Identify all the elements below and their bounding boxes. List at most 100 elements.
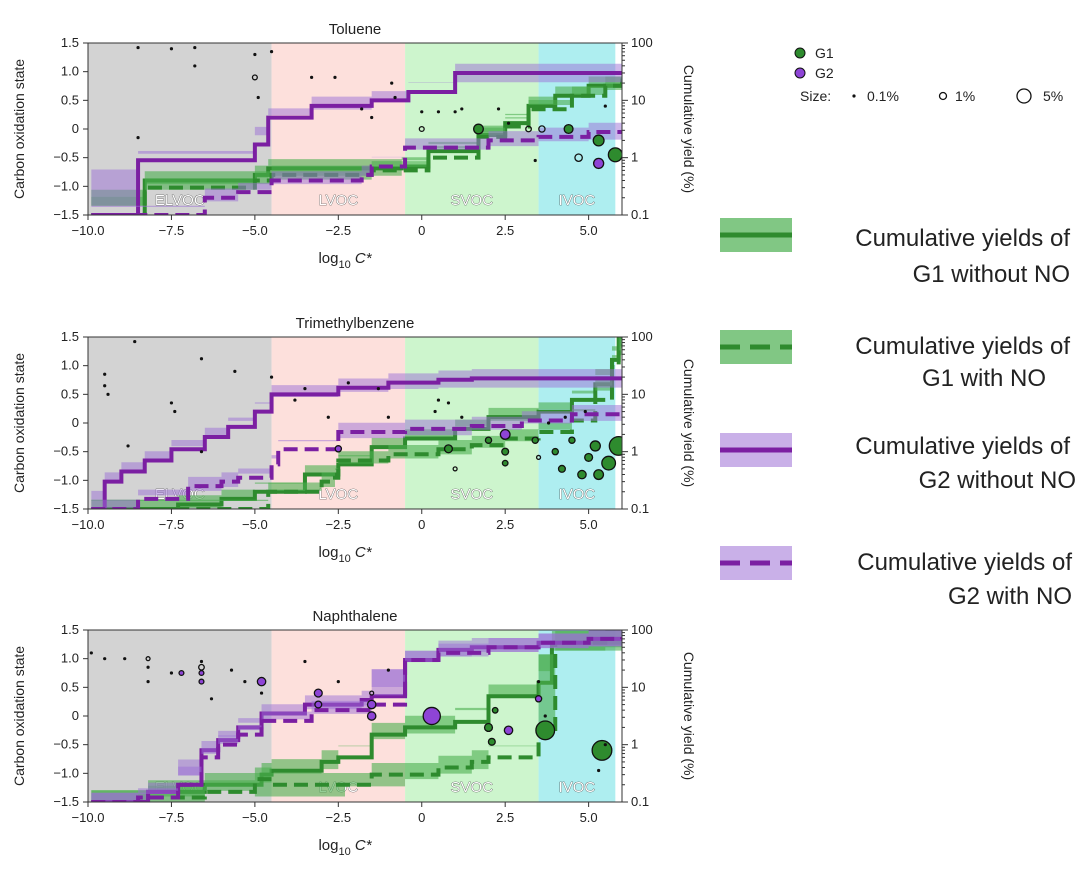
legend-text-g1-without-no-2: G1 without NO	[913, 261, 1070, 288]
data-point	[433, 409, 437, 414]
data-point	[452, 466, 458, 472]
data-point	[538, 125, 546, 133]
data-point	[303, 659, 307, 664]
region-label-lvoc: LVOC	[318, 486, 358, 503]
y2-tick-label: 1	[631, 737, 638, 752]
data-point	[314, 700, 323, 709]
y-tick-label: 0	[72, 121, 79, 136]
x-tick-label: −2.5	[325, 810, 351, 825]
data-point	[551, 447, 560, 456]
legend-g1-label: G1	[815, 45, 834, 61]
data-point	[453, 110, 457, 114]
data-point	[443, 444, 454, 454]
region-lvoc	[271, 43, 406, 215]
data-point	[483, 722, 494, 733]
data-point	[243, 680, 247, 684]
region-label-ivoc: IVOC	[559, 192, 596, 209]
data-point	[146, 680, 150, 684]
band-g2-without-no	[91, 369, 622, 509]
y-tick-label: −1.5	[53, 794, 79, 809]
data-point	[169, 671, 174, 675]
x-tick-label: −7.5	[159, 223, 185, 238]
data-point	[145, 656, 151, 662]
x-axis-label-sub: 10	[338, 259, 350, 271]
y-tick-label: −0.5	[53, 150, 79, 165]
y-tick-label: 1.0	[61, 64, 79, 79]
region-label-ivoc: IVOC	[559, 779, 596, 796]
data-point	[436, 398, 441, 402]
x-axis-label-sub: 10	[338, 846, 350, 858]
data-point	[89, 651, 93, 655]
data-point	[536, 680, 541, 684]
y2-tick-label: 0.1	[631, 794, 649, 809]
data-point	[199, 659, 204, 664]
data-point	[199, 450, 204, 454]
x-axis-label-sub: 10	[338, 553, 350, 565]
data-point	[313, 688, 323, 698]
y2-tick-label: 10	[631, 679, 645, 694]
x-tick-label: 0	[418, 517, 425, 532]
data-point	[393, 95, 397, 100]
data-point	[592, 134, 605, 147]
data-point	[386, 415, 390, 419]
data-point	[333, 75, 337, 79]
data-point	[259, 691, 264, 695]
data-point	[592, 157, 605, 170]
data-point	[496, 107, 501, 111]
data-point	[133, 339, 137, 344]
legend-text-g1-with-no-2: G1 with NO	[922, 365, 1046, 392]
data-point	[584, 452, 594, 462]
legend-g1-marker	[794, 47, 806, 59]
y-tick-label: −1.0	[53, 178, 79, 193]
x-tick-label: −7.5	[159, 517, 185, 532]
data-point	[303, 387, 307, 391]
data-point	[269, 375, 274, 379]
data-point	[593, 469, 605, 481]
y-tick-label: 1.5	[61, 329, 79, 344]
data-point	[583, 409, 587, 414]
y-tick-label: 0	[72, 415, 79, 430]
band-g1-with-no	[91, 71, 622, 215]
data-point	[591, 739, 613, 761]
data-point	[446, 401, 451, 405]
data-point	[390, 81, 394, 85]
data-point	[484, 436, 493, 444]
data-point	[473, 123, 484, 135]
data-point	[603, 743, 607, 747]
legend-text-g1-with-no-1: Cumulative yields of	[855, 333, 1070, 360]
x-axis-label-tail: C*	[351, 250, 373, 267]
data-point	[253, 52, 257, 57]
y2-tick-label: 100	[631, 329, 653, 344]
data-point	[198, 678, 205, 685]
y2-tick-label: 100	[631, 35, 653, 50]
data-point	[525, 125, 532, 133]
x-axis-label-main: log	[318, 837, 338, 854]
x-axis-label-main: log	[318, 544, 338, 561]
x-tick-label: 2.5	[496, 810, 514, 825]
y-tick-label: 1.5	[61, 622, 79, 637]
data-point	[123, 657, 127, 661]
series-g2-without-no	[91, 376, 622, 509]
data-point	[503, 725, 514, 736]
data-point	[535, 720, 556, 741]
x-tick-label: −5.0	[242, 810, 268, 825]
x-tick-label: 0	[418, 223, 425, 238]
data-point	[557, 464, 566, 473]
data-point	[103, 372, 107, 376]
x-tick-label: −2.5	[325, 517, 351, 532]
x-axis-label-main: log	[318, 250, 338, 267]
data-point	[577, 469, 587, 480]
y-tick-label: −1.5	[53, 501, 79, 516]
legend-size-label: Size:	[800, 88, 831, 104]
region-label-svoc: SVOC	[451, 779, 494, 796]
data-point	[369, 690, 375, 696]
series-g1-with-no	[91, 80, 622, 215]
data-point	[256, 676, 267, 687]
x-tick-label: 2.5	[496, 517, 514, 532]
band-g2-without-no	[91, 63, 622, 215]
y-axis-label: Carbon oxidation state	[11, 646, 27, 786]
data-point	[103, 384, 107, 388]
data-point	[460, 107, 464, 111]
legend-item-g1-with-no: Cumulative yields of G1 with NO	[720, 330, 1070, 392]
y-tick-label: −1.0	[53, 472, 79, 487]
